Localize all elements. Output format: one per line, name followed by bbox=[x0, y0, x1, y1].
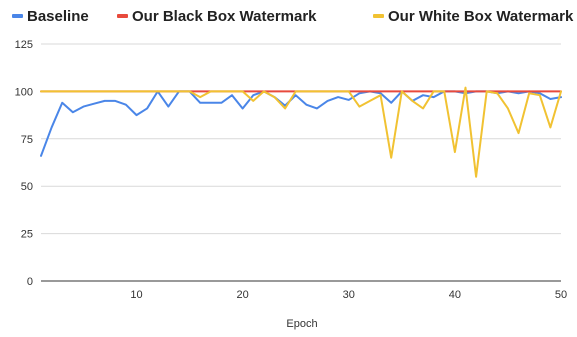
y-tick-label: 100 bbox=[15, 86, 33, 98]
series-line-our-white-box-watermark bbox=[40, 86, 562, 178]
x-tick-label: 20 bbox=[237, 289, 249, 301]
legend: Baseline Our Black Box Watermark Our White… bbox=[12, 8, 574, 25]
legend-item-our-white-box-watermark: Our White Box Watermark bbox=[373, 8, 574, 25]
y-tick-label: 0 bbox=[27, 276, 33, 288]
y-tick-label: 50 bbox=[21, 181, 33, 193]
y-tick-labels: 0 25 50 75 100 125 bbox=[15, 39, 33, 288]
x-tick-label: 50 bbox=[555, 289, 567, 301]
legend-swatch bbox=[12, 14, 23, 18]
y-tick-label: 25 bbox=[21, 229, 33, 241]
legend-label: Our White Box Watermark bbox=[388, 8, 574, 25]
y-tick-label: 125 bbox=[15, 39, 33, 51]
legend-swatch bbox=[373, 14, 384, 18]
legend-item-baseline: Baseline bbox=[12, 8, 89, 25]
legend-item-our-black-box-watermark: Our Black Box Watermark bbox=[117, 8, 317, 25]
legend-label: Our Black Box Watermark bbox=[132, 8, 317, 25]
x-tick-label: 10 bbox=[130, 289, 142, 301]
x-axis-title: Epoch bbox=[286, 318, 317, 330]
legend-swatch bbox=[117, 14, 128, 18]
x-tick-labels: 10 20 30 40 50 bbox=[130, 289, 567, 301]
series-lines bbox=[40, 86, 562, 178]
x-tick-label: 40 bbox=[449, 289, 461, 301]
x-tick-label: 30 bbox=[343, 289, 355, 301]
legend-label: Baseline bbox=[27, 8, 89, 25]
y-tick-label: 75 bbox=[21, 134, 33, 146]
gridlines bbox=[41, 43, 561, 282]
